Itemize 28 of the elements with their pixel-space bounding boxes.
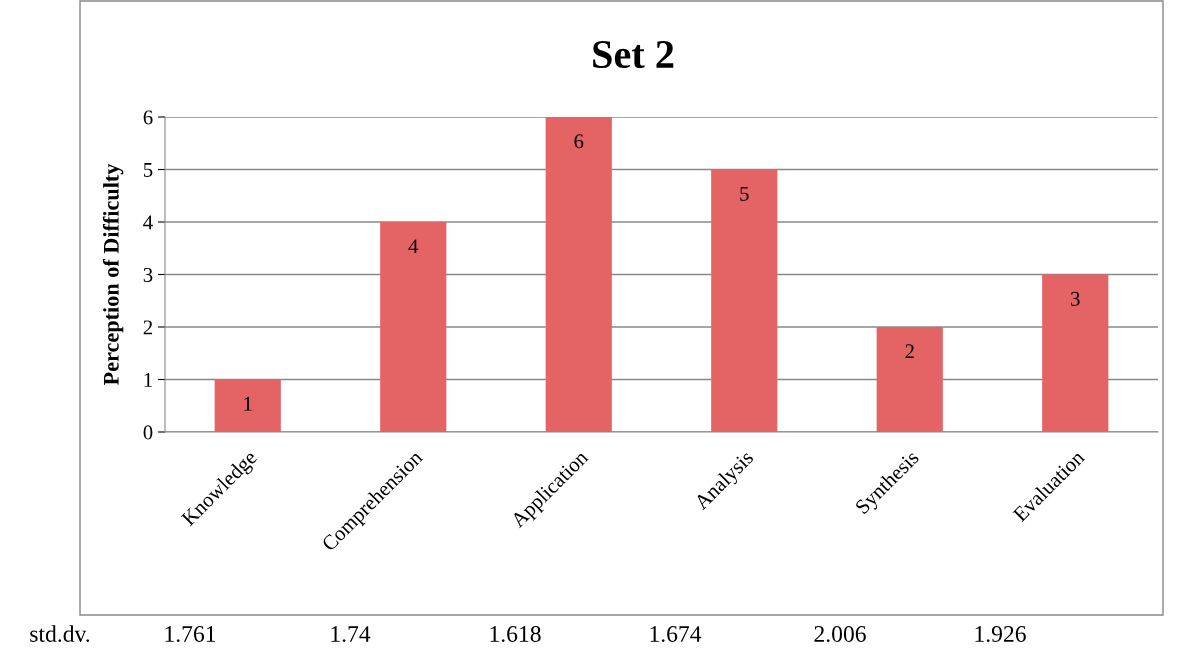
bar: [545, 117, 612, 432]
y-axis-title: Perception of Difficulty: [102, 163, 124, 385]
data-label: 2: [905, 344, 914, 359]
y-tick-label: 0: [143, 425, 153, 440]
data-label: 1: [244, 396, 252, 411]
bar: [876, 327, 943, 432]
data-label: 3: [1071, 291, 1080, 306]
y-tick-label: 4: [143, 215, 153, 230]
bar: [1042, 274, 1109, 432]
y-tick-label: 1: [144, 372, 152, 387]
bar: [380, 222, 447, 432]
data-label: 5: [740, 186, 749, 201]
data-label: 4: [408, 239, 419, 254]
text: std.dv.: [30, 625, 90, 643]
data-label: 6: [574, 134, 584, 149]
text: 1.926: [975, 626, 1026, 643]
bar: [711, 169, 778, 432]
y-tick-label: 2: [143, 320, 153, 335]
bar: [214, 379, 281, 432]
text: 1.618: [490, 625, 541, 643]
y-tick-label: 3: [143, 267, 153, 282]
y-tick-label: 6: [143, 110, 153, 125]
chart-title: Set 2: [593, 41, 674, 69]
text: 1.674: [650, 626, 702, 643]
y-tick-label: 5: [143, 163, 153, 177]
text: 1.761: [165, 626, 216, 643]
text: 1.74: [331, 626, 371, 643]
text: 2.006: [814, 625, 866, 643]
